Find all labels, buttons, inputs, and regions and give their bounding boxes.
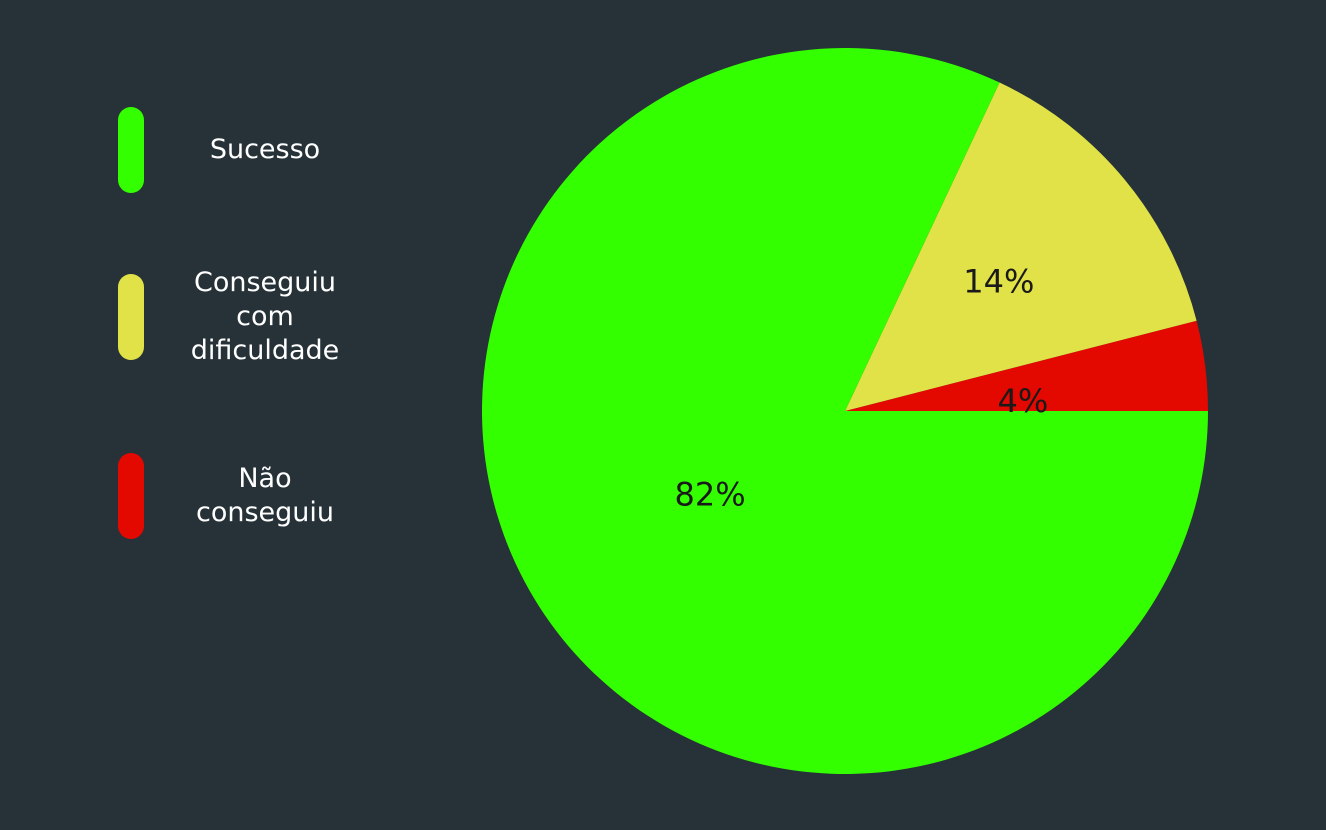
legend-label-sucesso: Sucesso: [209, 134, 321, 165]
legend-item-sucesso: Sucesso: [118, 107, 388, 193]
legend-item-conseguiu-com-dificuldade: Conseguiu com dificuldade: [118, 267, 388, 366]
pie-slice-nao-conseguiu: [845, 320, 1208, 411]
legend-item-nao-conseguiu: Não conseguiu: [118, 453, 388, 539]
slice-value-label-sucesso: 82%: [675, 476, 746, 514]
slice-value-label-nao-conseguiu: 4%: [998, 382, 1049, 420]
pie-slice-conseguiu-com-dificuldade: [845, 82, 1197, 411]
slice-value-label-conseguiu-com-dificuldade: 14%: [963, 263, 1034, 301]
legend-swatch-sucesso: [118, 107, 144, 193]
legend-swatch-nao-conseguiu: [118, 453, 144, 539]
legend-swatch-conseguiu-com-dificuldade: [118, 274, 144, 360]
legend-label-nao-conseguiu: Não conseguiu: [195, 463, 335, 528]
legend-label-conseguiu-com-dificuldade: Conseguiu com dificuldade: [190, 267, 340, 366]
pie-slice-sucesso: [481, 47, 1208, 774]
